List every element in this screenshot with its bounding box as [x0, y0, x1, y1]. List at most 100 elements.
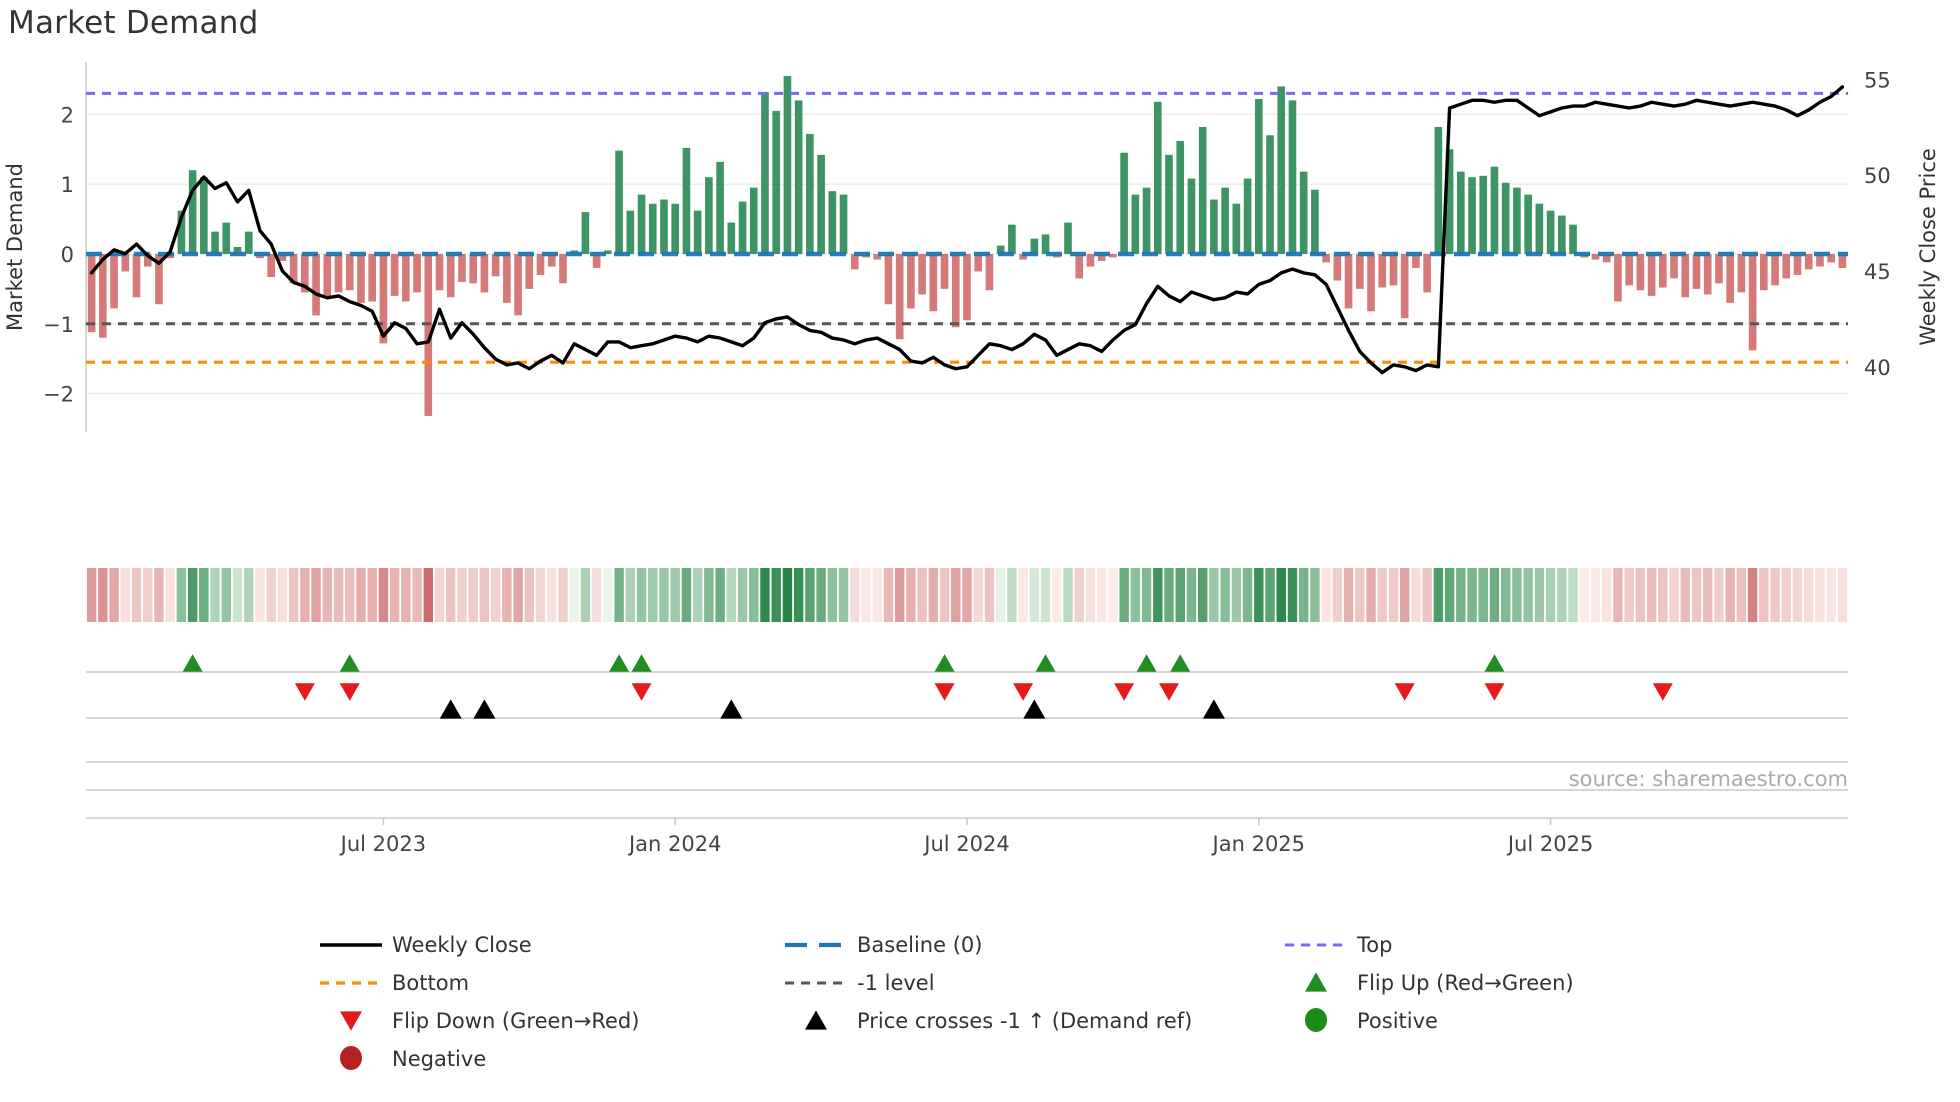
demand-bar: [1827, 253, 1835, 263]
flip-down-marker: [294, 683, 315, 701]
heatmap-cell: [1063, 568, 1073, 622]
heatmap-cell: [1680, 568, 1690, 622]
heatmap-cell: [1691, 568, 1702, 622]
heatmap-cell: [861, 568, 871, 622]
heatmap-cell: [1815, 568, 1825, 622]
right-tick-label: 55: [1864, 68, 1891, 92]
demand-bar: [1210, 199, 1218, 254]
demand-bar: [1008, 224, 1016, 254]
demand-bar: [345, 253, 354, 291]
heatmap-cell: [345, 568, 355, 622]
heatmap-cell: [1747, 568, 1758, 622]
demand-bar: [1142, 187, 1151, 254]
demand-bar: [200, 177, 208, 254]
heatmap-cell: [1175, 568, 1185, 622]
heatmap-cell: [1489, 568, 1500, 622]
heatmap-cell: [434, 568, 445, 622]
demand-bar: [1266, 135, 1274, 254]
demand-bar: [267, 253, 275, 278]
demand-bar: [110, 253, 118, 309]
demand-bar: [1311, 189, 1319, 254]
x-tick-label: Jul 2023: [339, 832, 426, 856]
demand-bar: [839, 194, 848, 254]
heatmap-cell: [939, 568, 950, 622]
heatmap-cell: [1545, 568, 1556, 622]
demand-bars: [87, 75, 1847, 416]
flip-down-marker: [1484, 683, 1505, 701]
demand-bar: [1109, 253, 1117, 258]
left-tick-label: −2: [43, 383, 74, 407]
demand-bar: [951, 253, 960, 328]
demand-bar: [547, 253, 556, 267]
demand-bar: [1647, 253, 1656, 296]
heatmap-cell: [389, 568, 400, 622]
heatmap-cell: [715, 568, 725, 622]
heatmap-cell: [1355, 568, 1365, 622]
heatmap-cell: [401, 568, 411, 622]
heatmap-cell: [1343, 568, 1354, 622]
demand-bar: [1535, 203, 1544, 254]
heatmap-cell: [962, 568, 972, 622]
heatmap-cell: [681, 568, 692, 622]
demand-bar: [1041, 234, 1050, 254]
x-tick-label: Jul 2024: [922, 832, 1009, 856]
demand-bar: [491, 253, 500, 277]
heatmap-cell: [1736, 568, 1747, 622]
demand-bar: [1456, 171, 1465, 254]
heatmap-cell: [591, 568, 602, 622]
flip-up-marker: [339, 654, 360, 672]
heatmap-cell: [367, 568, 377, 622]
demand-bar: [1569, 224, 1577, 254]
heatmap-cell: [502, 568, 512, 622]
heatmap-cell: [1523, 568, 1533, 622]
demand-bar: [604, 250, 612, 254]
demand-bar: [99, 253, 107, 338]
demand-bar: [1120, 152, 1128, 254]
heatmap-cell: [580, 568, 591, 622]
heatmap-cell: [1377, 568, 1387, 622]
heatmap-cell: [614, 568, 624, 622]
left-tick-label: −1: [43, 313, 74, 337]
heatmap-cell: [1635, 568, 1646, 622]
heatmap-cell: [1512, 568, 1522, 622]
demand-bar: [525, 253, 534, 289]
flip-up-marker: [1170, 654, 1191, 672]
heatmap-cell: [1399, 568, 1410, 622]
demand-bar: [1748, 253, 1757, 351]
demand-bar: [996, 245, 1005, 254]
flip-down-marker: [1013, 683, 1034, 701]
heatmap-cell: [906, 568, 916, 622]
demand-bar: [592, 253, 601, 268]
demand-bar: [1165, 154, 1173, 254]
page-title: Market Demand: [8, 5, 259, 41]
heatmap-cell: [805, 568, 815, 622]
heatmap-cell: [894, 568, 905, 622]
heatmap-cell: [1332, 568, 1343, 622]
demand-bar: [1737, 253, 1746, 293]
flip-down-marker: [339, 683, 360, 701]
left-axis-title: Market Demand: [3, 163, 27, 331]
heatmap-cell: [636, 568, 647, 622]
demand-bar: [1333, 253, 1342, 281]
demand-bar: [806, 133, 814, 254]
heatmap-cell: [1321, 568, 1331, 622]
demand-bar: [503, 253, 511, 303]
heatmap-cell: [187, 568, 198, 622]
heatmap-cell: [984, 568, 995, 622]
heatmap-cell: [1186, 568, 1197, 622]
heatmap-cell: [468, 568, 478, 622]
demand-bar: [1670, 253, 1678, 279]
heatmap-cell: [1557, 568, 1567, 622]
demand-bar: [1344, 253, 1353, 309]
demand-bar: [1782, 253, 1791, 279]
demand-bar: [749, 187, 758, 254]
demand-bar: [783, 75, 792, 254]
demand-bar: [1243, 178, 1252, 254]
heatmap-cell: [120, 568, 130, 622]
heatmap-cell: [1018, 568, 1028, 622]
heatmap-cell: [625, 568, 636, 622]
heatmap-cell: [1220, 568, 1230, 622]
flip-up-marker: [934, 654, 955, 672]
heatmap-cell: [266, 568, 276, 622]
